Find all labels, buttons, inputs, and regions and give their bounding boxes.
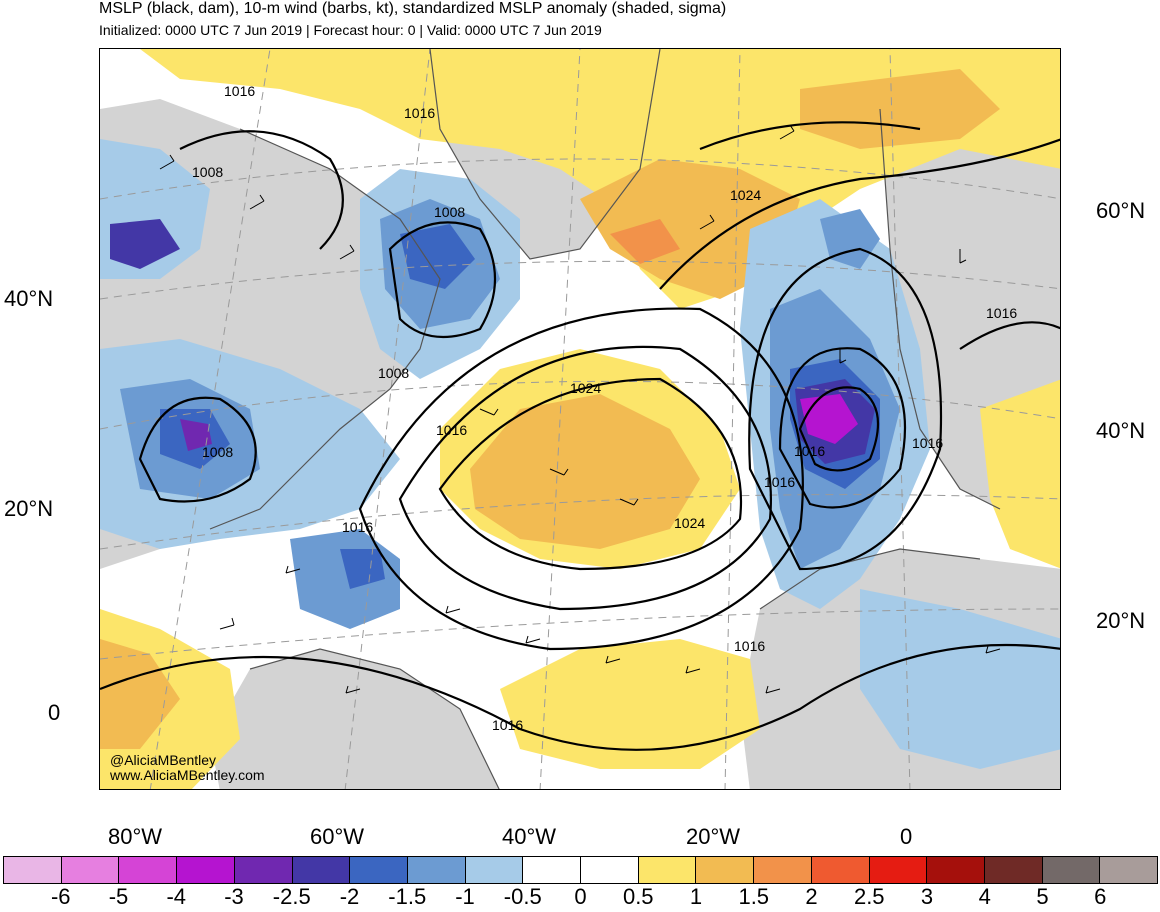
colorbar-cell xyxy=(292,857,351,883)
isobar-label: 1008 xyxy=(192,164,224,180)
anomaly-high-azores-orange xyxy=(470,394,700,549)
colorbar-cell xyxy=(811,857,870,883)
colorbar-tick-label: 3 xyxy=(920,884,934,909)
anomaly-high-west-tropics-orange xyxy=(100,639,180,749)
colorbar-tick-label: 4 xyxy=(978,884,991,909)
isobar-label: 1008 xyxy=(202,444,234,460)
colorbar-cell xyxy=(1100,857,1158,883)
wind-barbs xyxy=(159,124,1001,694)
colorbar-tick-label: 0.5 xyxy=(622,884,654,909)
colorbar-tick-label: 1.5 xyxy=(738,884,770,909)
colorbar-tick-label: -0.5 xyxy=(503,884,542,909)
colorbar-tick-label: 2.5 xyxy=(853,884,885,909)
colorbar-cell xyxy=(581,857,639,883)
isobar-label: 1016 xyxy=(912,435,944,451)
anomaly-low-iberia-center xyxy=(800,394,858,444)
anomaly-low-northsea xyxy=(820,209,880,269)
anomaly-high-tropics xyxy=(500,639,760,769)
colorbar-tick-label: -1.5 xyxy=(388,884,427,909)
lat-label-left: 0 xyxy=(48,700,61,725)
lat-label-left: 20°N xyxy=(4,496,54,521)
isobar-label: 1016 xyxy=(436,422,468,438)
anomaly-high-east-med xyxy=(980,379,1060,569)
lon-label: 20°W xyxy=(686,824,741,849)
colorbar-tick-label: -2.5 xyxy=(272,884,311,909)
colorbar-cell xyxy=(4,857,62,883)
colorbar-cell xyxy=(177,857,235,883)
isobar-label: 1016 xyxy=(342,519,374,535)
colorbar-cell xyxy=(523,857,582,883)
isobar-label: 1016 xyxy=(224,83,256,99)
lat-label-right: 20°N xyxy=(1096,608,1146,633)
colorbar-tick-label: -4 xyxy=(166,884,187,909)
colorbar-tick-label: 2 xyxy=(805,884,818,909)
colorbar-cell xyxy=(350,857,408,883)
anomaly-low-northwest-core xyxy=(110,219,180,269)
chart-title: MSLP (black, dam), 10-m wind (barbs, kt)… xyxy=(99,0,727,17)
anomaly-low-labrador-core xyxy=(400,224,475,289)
coastlines xyxy=(209,49,1001,789)
colorbar-cell xyxy=(754,857,812,883)
colorbar-tick-label: 6 xyxy=(1094,884,1107,909)
anomaly-high-arctic-orange xyxy=(800,69,1000,149)
anomaly-low-caribbean-core xyxy=(340,549,385,589)
lon-label: 60°W xyxy=(310,824,365,849)
credit-handle: @AliciaMBentley xyxy=(110,752,217,768)
map-svg xyxy=(100,49,1060,789)
colorbar xyxy=(3,856,1158,884)
colorbar-tick-label: 0 xyxy=(574,884,587,909)
colorbar-cell xyxy=(407,857,466,883)
colorbar-tick-label: 1 xyxy=(689,884,703,909)
land-south-america xyxy=(210,649,500,789)
colorbar-tick-label: -1 xyxy=(455,884,475,909)
colorbar-cell xyxy=(927,857,985,883)
lat-label-right: 40°N xyxy=(1096,418,1146,443)
colorbar-cell xyxy=(638,857,697,883)
isobar-label: 1016 xyxy=(492,717,524,733)
colorbar-cell xyxy=(61,857,120,883)
colorbar-cell xyxy=(696,857,755,883)
isobar-label: 1016 xyxy=(404,105,436,121)
colorbar-cell xyxy=(119,857,178,883)
isobar-label: 1016 xyxy=(986,305,1018,321)
isobar-label: 1016 xyxy=(794,443,826,459)
isobar-label: 1008 xyxy=(378,365,410,381)
isobar-label: 1024 xyxy=(730,187,762,203)
lat-label-right: 60°N xyxy=(1096,198,1146,223)
colorbar-cell xyxy=(234,857,293,883)
colorbar-cell xyxy=(984,857,1043,883)
isobar-label: 1016 xyxy=(764,474,796,490)
lat-label-left: 40°N xyxy=(4,286,54,311)
lon-label: 0 xyxy=(900,824,913,849)
colorbar-tick-label: -6 xyxy=(50,884,71,909)
isobars xyxy=(100,121,1060,751)
colorbar-tick-label: -5 xyxy=(108,884,129,909)
colorbar-cell xyxy=(1042,857,1101,883)
map-panel: 1016 1016 1008 1008 1024 1008 1016 1024 … xyxy=(99,48,1061,790)
anomaly-high-greenland-core xyxy=(610,219,680,264)
colorbar-cell xyxy=(465,857,524,883)
colorbar-cell xyxy=(869,857,928,883)
anomaly-low-east-us-center xyxy=(180,419,212,451)
isobar-label: 1024 xyxy=(674,515,706,531)
isobar-label: 1016 xyxy=(734,638,766,654)
anomaly-low-africa xyxy=(860,589,1060,769)
chart-subtitle: Initialized: 0000 UTC 7 Jun 2019 | Forec… xyxy=(99,22,602,38)
graticule xyxy=(100,49,1060,789)
colorbar-tick-label: 5 xyxy=(1036,884,1049,909)
isobar-label: 1024 xyxy=(570,380,602,396)
isobar-label: 1008 xyxy=(434,204,466,220)
colorbar-tick-label: -2 xyxy=(339,884,360,909)
lon-label: 40°W xyxy=(502,824,557,849)
lon-label: 80°W xyxy=(108,824,163,849)
credit-website: www.AliciaMBentley.com xyxy=(110,767,265,783)
colorbar-tick-label: -3 xyxy=(224,884,244,909)
